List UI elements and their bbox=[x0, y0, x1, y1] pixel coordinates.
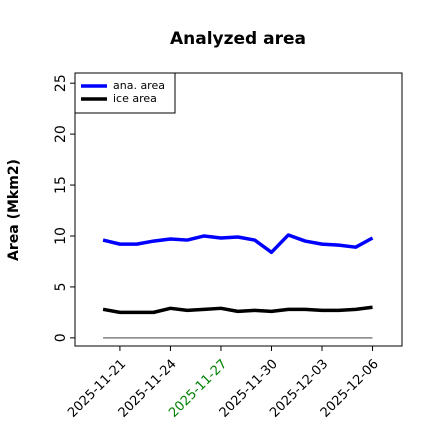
series-line bbox=[102, 305, 373, 315]
y-tick-label: 0 bbox=[53, 333, 69, 342]
series-line bbox=[102, 233, 374, 255]
chart-title: Analyzed area bbox=[170, 29, 306, 49]
y-tick-label: 10 bbox=[53, 227, 69, 245]
y-tick-label: 20 bbox=[53, 125, 69, 143]
y-tick-label: 15 bbox=[53, 176, 69, 194]
legend-box bbox=[74, 72, 176, 114]
plot-frame bbox=[74, 72, 403, 347]
legend-label: ice area bbox=[113, 92, 157, 105]
y-tick-label: 5 bbox=[53, 282, 69, 291]
y-tick-label: 25 bbox=[53, 74, 69, 92]
y-axis-label: Area (Mkm2) bbox=[6, 159, 22, 261]
legend-label: ana. area bbox=[113, 79, 165, 92]
